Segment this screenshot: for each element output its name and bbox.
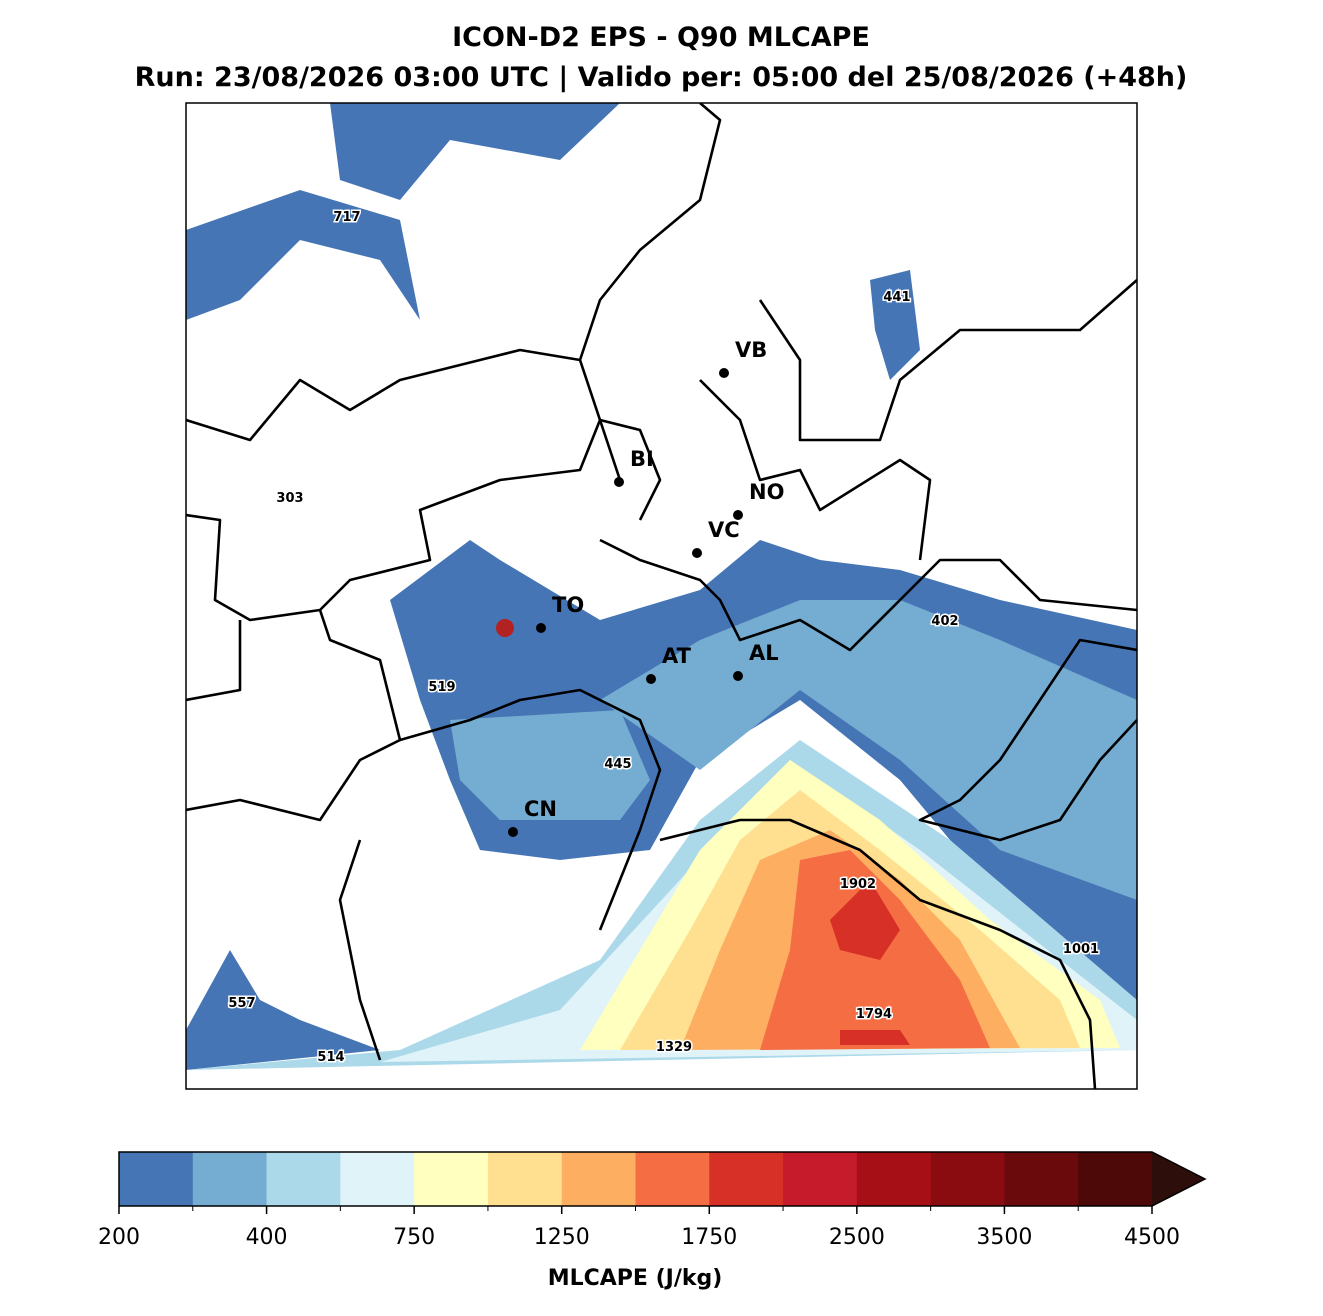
field (870, 270, 920, 380)
value-label: 1001 (1063, 942, 1099, 957)
value-label: 402 (931, 614, 958, 629)
field (830, 880, 900, 960)
city-dot (614, 477, 624, 487)
map-frame (185, 102, 1138, 1090)
city-dot (733, 671, 743, 681)
field (840, 1030, 910, 1045)
colorbar-tick-label: 200 (98, 1225, 140, 1250)
colorbar-box (561, 1152, 636, 1206)
colorbar-box (1004, 1152, 1079, 1206)
city-label: BI (630, 447, 654, 471)
colorbar-box (635, 1152, 710, 1206)
value-label: 717 (333, 210, 360, 225)
city-dot (536, 623, 546, 633)
colorbar-box (1078, 1152, 1153, 1206)
colorbar-tick-label: 1750 (681, 1225, 737, 1250)
value-label: 441 (883, 290, 910, 305)
city-label: VB (735, 338, 767, 362)
colorbar-outline (118, 1151, 1207, 1207)
value-label: 557 (228, 996, 255, 1011)
colorbar-tick-label: 2500 (829, 1225, 885, 1250)
colorbar-box (856, 1152, 932, 1206)
colorbar-box (192, 1152, 268, 1206)
city-dot (646, 674, 656, 684)
city-label: TO (552, 593, 584, 617)
colorbar-box (930, 1152, 1005, 1206)
subtitle: Run: 23/08/2026 03:00 UTC | Valido per: … (135, 62, 1188, 93)
city-label: AL (749, 641, 779, 665)
value-label: 1794 (856, 1007, 892, 1022)
city-label: CN (524, 797, 557, 821)
cape-field (186, 103, 1137, 1089)
value-label: 303 (276, 491, 303, 506)
city-dot (692, 548, 702, 558)
location-marker (496, 619, 514, 637)
value-label: 514 (317, 1050, 344, 1065)
border (186, 609, 662, 931)
border (758, 279, 1137, 442)
value-label: 1329 (656, 1040, 692, 1055)
colorbar-extend (1152, 1152, 1205, 1206)
city-label: VC (708, 518, 740, 542)
border (186, 738, 401, 1061)
city-label: NO (749, 480, 784, 504)
colorbar-label: MLCAPE (J/kg) (548, 1266, 723, 1291)
colorbar-box (266, 1152, 341, 1206)
value-label: 445 (604, 757, 631, 772)
colorbar-tick-label: 750 (393, 1225, 435, 1250)
colorbar-box (487, 1152, 563, 1206)
colorbar-tick-label: 1250 (534, 1225, 590, 1250)
value-label: 1902 (840, 877, 876, 892)
city-label: AT (662, 644, 692, 668)
colorbar-box (709, 1152, 784, 1206)
field (330, 103, 620, 200)
city-dot (733, 510, 743, 520)
colorbar-tick-label: 3500 (976, 1225, 1032, 1250)
colorbar-box (340, 1152, 415, 1206)
field (186, 950, 380, 1070)
colorbar-box (414, 1152, 489, 1206)
field (450, 710, 650, 820)
colorbar-box (783, 1152, 858, 1206)
colorbar-box (119, 1152, 194, 1206)
border (186, 103, 722, 442)
colorbar-tick-label: 400 (246, 1225, 288, 1250)
border (598, 379, 932, 561)
border (659, 818, 1097, 1089)
colorbar-tick-label: 4500 (1124, 1225, 1180, 1250)
border (599, 538, 1137, 652)
city-dot (719, 368, 729, 378)
border (918, 638, 1137, 842)
title: ICON-D2 EPS - Q90 MLCAPE (452, 22, 870, 53)
border (186, 359, 602, 622)
city-dot (508, 827, 518, 837)
value-label: 519 (428, 680, 455, 695)
field (186, 190, 420, 320)
